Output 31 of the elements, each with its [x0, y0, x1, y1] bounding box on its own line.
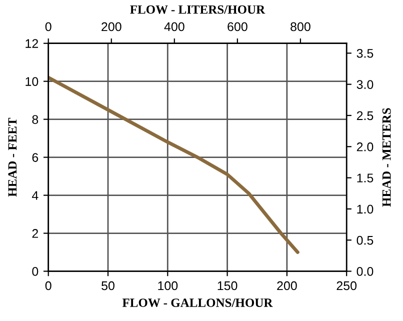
- x-tick-label: 0: [45, 281, 52, 290]
- y2-tick-label: 1.0: [357, 204, 374, 214]
- y-axis-title: HEAD - FEET: [8, 118, 17, 197]
- y2-tick-label: 3.0: [356, 80, 374, 89]
- x-tick-label: 150: [218, 281, 238, 290]
- y-tick-label: 8: [32, 115, 38, 124]
- y-tick-label: 0: [32, 267, 38, 276]
- y-tick-label: 10: [26, 77, 38, 86]
- y2-tick-label: 0.5: [356, 236, 374, 245]
- x-tick-label: 50: [102, 281, 114, 290]
- y-tick-label: 12: [26, 39, 38, 48]
- y2-tick-label: 1.5: [357, 174, 374, 182]
- x2-tick-label: 200: [102, 22, 122, 32]
- x-tick-label: 100: [158, 281, 178, 290]
- y2-tick-label: 3.5: [356, 48, 374, 58]
- x2-tick-label: 600: [228, 22, 248, 32]
- x-tick-label: 200: [277, 281, 297, 290]
- y-tick-label: 6: [32, 153, 38, 162]
- x-tick-label: 250: [336, 281, 357, 290]
- y-tick-label: 2: [32, 229, 38, 238]
- y2-tick-label: 2.5: [356, 111, 374, 120]
- y2-tick-label: 0.0: [356, 267, 374, 276]
- y2-axis-title: HEAD - METERS: [382, 108, 391, 207]
- y-tick-label: 4: [32, 191, 38, 200]
- x-axis-title: FLOW - GALLONS/HOUR: [122, 298, 273, 308]
- y2-tick-label: 2.0: [356, 142, 374, 152]
- x2-tick-label: 800: [290, 22, 310, 32]
- line-series: [48, 76, 300, 254]
- x2-tick-label: 0: [45, 22, 52, 32]
- x2-tick-label: 400: [164, 22, 184, 32]
- x2-axis-title: FLOW - LITERS/HOUR: [130, 5, 266, 14]
